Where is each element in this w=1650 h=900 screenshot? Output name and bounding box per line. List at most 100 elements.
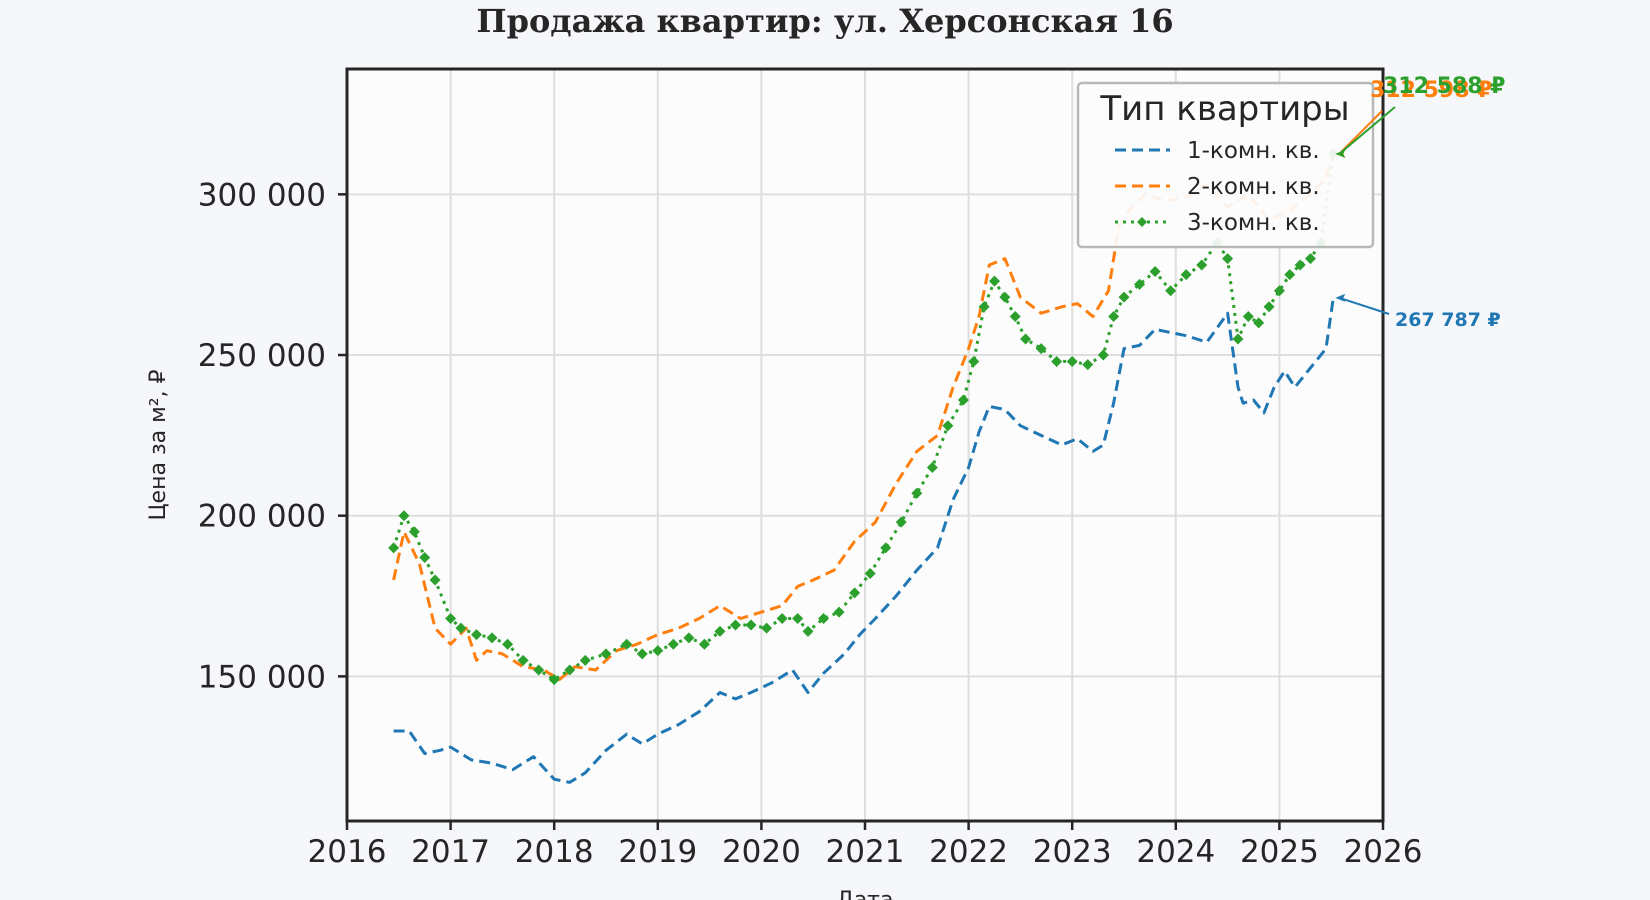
data-point <box>1066 355 1078 367</box>
data-point <box>1149 265 1161 277</box>
data-point <box>911 487 923 499</box>
data-point <box>761 622 773 634</box>
data-point <box>408 526 420 538</box>
annotation-last-value: 312 598 ₽ <box>1335 78 1492 158</box>
legend-entry: 2-комн. кв. <box>1115 174 1320 200</box>
data-point <box>1108 310 1120 322</box>
x-tick-label: 2017 <box>411 834 490 870</box>
data-point <box>429 574 441 586</box>
annotation-arrowhead <box>1335 293 1346 302</box>
data-point <box>517 654 529 666</box>
annotation-arrowhead <box>1335 149 1346 158</box>
axis-ticks: 2016 2017 2018 2019 2020 2021 2022 2023 2024 2025… <box>198 177 1423 870</box>
legend-label: 1-комн. кв. <box>1187 138 1320 164</box>
x-tick-label: 2020 <box>722 834 801 870</box>
legend: Тип квартиры 1-комн. кв. 2-комн. кв. 3-ком… <box>1076 81 1375 249</box>
y-tick-label: 300 000 <box>198 177 326 213</box>
data-point <box>398 510 410 522</box>
series-2-room <box>392 153 1335 682</box>
series-line <box>392 153 1335 682</box>
data-point <box>1051 355 1063 367</box>
data-point <box>792 613 804 625</box>
data-point <box>776 613 788 625</box>
annotation-arrow <box>1338 106 1396 155</box>
x-axis-label: Дата <box>837 888 894 900</box>
annotation-last-value: 312 588 ₽ <box>1335 74 1505 158</box>
data-point <box>999 291 1011 303</box>
data-point <box>683 632 695 644</box>
data-point <box>652 645 664 657</box>
series-1-room <box>393 297 1335 784</box>
data-point <box>880 542 892 554</box>
legend-label: 3-комн. кв. <box>1187 210 1320 236</box>
data-point <box>1180 269 1192 281</box>
data-point <box>1222 253 1234 265</box>
data-point <box>667 638 679 650</box>
data-point <box>1009 310 1021 322</box>
data-point <box>957 394 969 406</box>
data-point <box>864 568 876 580</box>
data-point <box>486 632 498 644</box>
x-tick-label: 2026 <box>1344 834 1423 870</box>
annotation-arrow <box>1338 296 1390 315</box>
data-point <box>1263 301 1275 313</box>
data-point <box>1232 333 1244 345</box>
x-tick-label: 2023 <box>1033 834 1112 870</box>
data-point <box>548 674 560 686</box>
data-point <box>1134 278 1146 290</box>
data-point <box>1253 317 1265 329</box>
data-point <box>1020 333 1032 345</box>
data-point <box>942 420 954 432</box>
data-point <box>1242 310 1254 322</box>
chart-title: Продажа квартир: ул. Херсонская 16 <box>476 2 1173 40</box>
data-point <box>471 629 482 641</box>
data-point <box>445 613 457 625</box>
data-point <box>926 461 938 473</box>
legend-box <box>1076 81 1375 249</box>
annotation-label: 312 588 ₽ <box>1383 74 1505 99</box>
legend-title: Тип квартиры <box>1099 89 1349 129</box>
series-line <box>392 153 1335 682</box>
data-point <box>1294 259 1306 271</box>
data-point <box>1082 359 1094 371</box>
data-point <box>502 638 514 650</box>
x-tick-label: 2018 <box>515 834 594 870</box>
y-tick-label: 250 000 <box>198 338 326 374</box>
data-point <box>978 301 990 313</box>
data-point <box>621 638 633 650</box>
data-point <box>745 619 757 631</box>
data-point <box>636 648 648 660</box>
annotation-label: 267 787 ₽ <box>1395 309 1501 331</box>
legend-entry: 1-комн. кв. <box>1115 138 1320 164</box>
legend-entry: 3-комн. кв. <box>1115 210 1320 236</box>
y-tick-label: 150 000 <box>198 659 326 695</box>
data-point <box>802 625 814 637</box>
data-point <box>455 622 467 634</box>
data-point <box>1035 343 1047 355</box>
data-point <box>698 638 710 650</box>
x-tick-label: 2016 <box>308 834 387 870</box>
data-point <box>419 551 431 563</box>
data-point <box>714 625 726 637</box>
data-point <box>600 648 612 660</box>
legend-marker <box>1137 217 1147 227</box>
data-point <box>564 664 576 676</box>
data-point <box>1196 259 1208 271</box>
annotation-label: 312 598 ₽ <box>1370 78 1492 103</box>
data-point <box>833 606 845 618</box>
y-tick-label: 200 000 <box>198 499 326 535</box>
legend-label: 2-комн. кв. <box>1187 174 1320 200</box>
data-point <box>1273 285 1285 297</box>
x-tick-label: 2022 <box>929 834 1008 870</box>
x-tick-label: 2021 <box>826 834 905 870</box>
x-tick-label: 2019 <box>618 834 697 870</box>
series-line <box>393 297 1335 784</box>
data-point <box>968 355 980 367</box>
annotations: 267 787 ₽ 312 598 ₽312 588 ₽ <box>1335 74 1505 331</box>
data-point <box>730 619 741 631</box>
annotation-last-value: 267 787 ₽ <box>1335 293 1501 331</box>
y-axis-label: Цена за м², ₽ <box>146 369 171 520</box>
data-point <box>579 654 591 666</box>
x-tick-label: 2025 <box>1240 834 1319 870</box>
x-tick-label: 2024 <box>1136 834 1215 870</box>
